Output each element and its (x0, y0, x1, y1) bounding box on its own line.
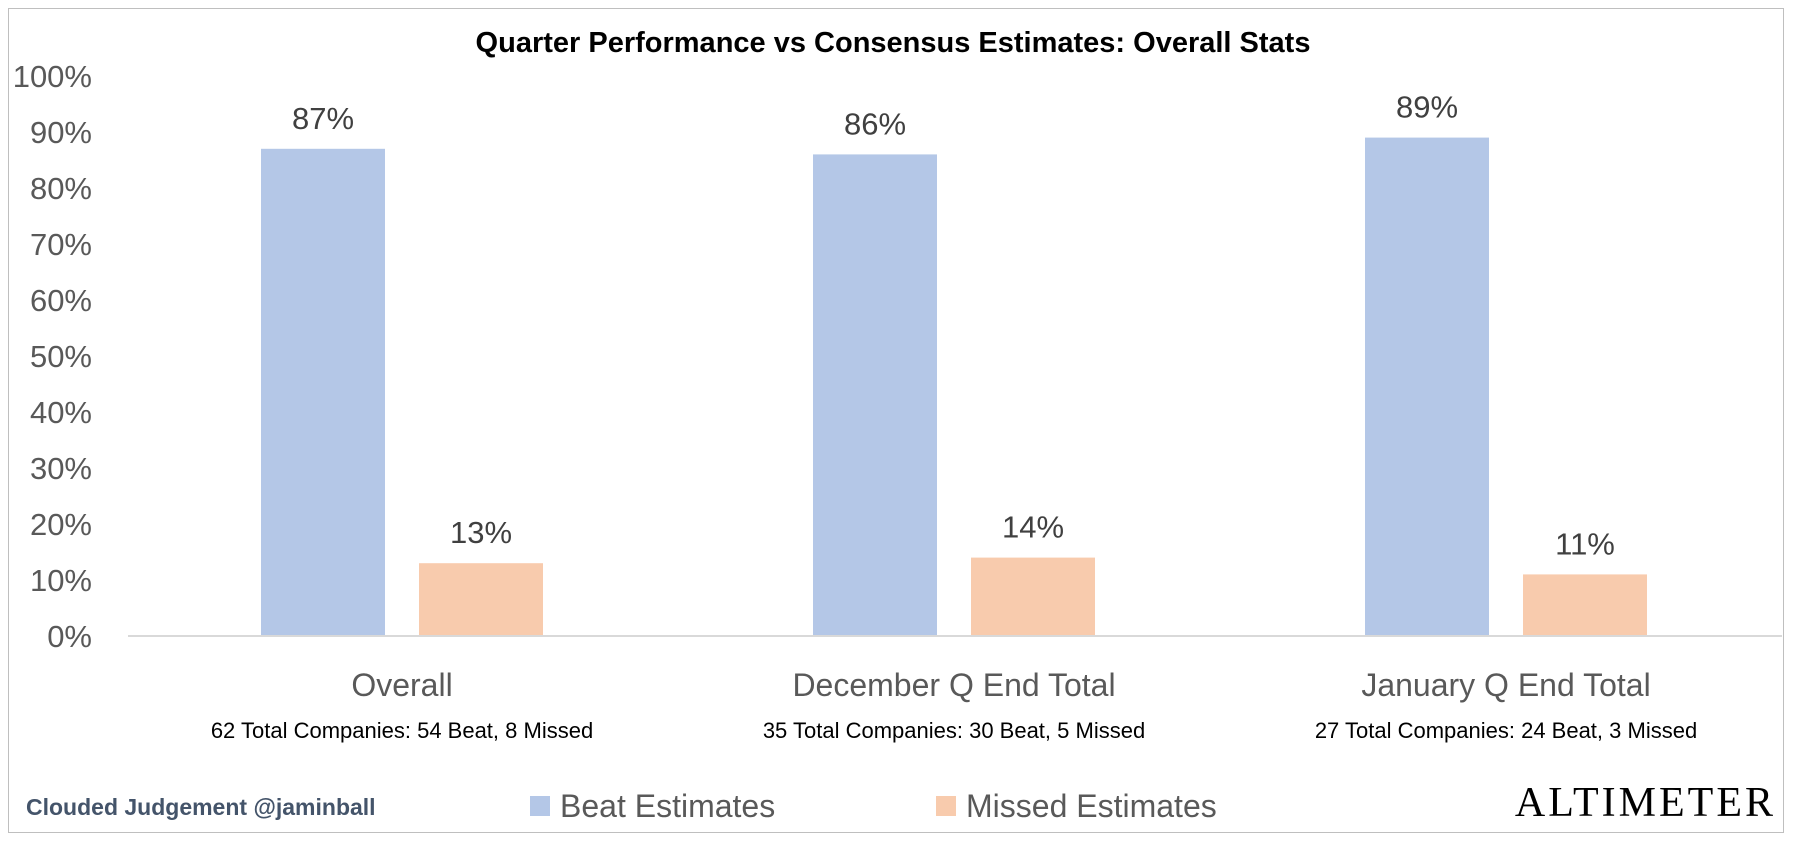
bar-beat (813, 154, 937, 636)
data-label: 86% (844, 106, 906, 141)
data-label: 13% (450, 515, 512, 550)
bars (261, 137, 1647, 637)
y-tick-label: 0% (47, 619, 92, 654)
category-labels: Overall 62 Total Companies: 54 Beat, 8 Mi… (211, 667, 1697, 743)
legend-label: Missed Estimates (966, 788, 1217, 824)
category-label: December Q End Total (792, 667, 1115, 703)
category-label: January Q End Total (1361, 667, 1650, 703)
bar-missed (971, 557, 1095, 636)
legend: Beat Estimates Missed Estimates (530, 788, 1217, 824)
bar-beat (261, 148, 385, 637)
brand-logo: ALTIMETER (1515, 780, 1776, 826)
bar-missed (1523, 574, 1647, 636)
y-tick-label: 10% (30, 563, 92, 598)
category-subtitle: 27 Total Companies: 24 Beat, 3 Missed (1315, 718, 1697, 743)
y-tick-label: 30% (30, 451, 92, 486)
category-label: Overall (351, 667, 452, 703)
credit-text: Clouded Judgement @jaminball (26, 794, 376, 820)
legend-swatch (530, 796, 550, 816)
category-subtitle: 35 Total Companies: 30 Beat, 5 Missed (763, 718, 1145, 743)
y-tick-label: 50% (30, 339, 92, 374)
data-label: 14% (1002, 510, 1064, 545)
y-tick-label: 40% (30, 395, 92, 430)
bar-beat (1365, 137, 1489, 636)
y-tick-label: 80% (30, 171, 92, 206)
legend-swatch (936, 796, 956, 816)
category-subtitle: 62 Total Companies: 54 Beat, 8 Missed (211, 718, 593, 743)
data-label: 11% (1555, 526, 1615, 561)
y-tick-label: 100% (13, 59, 92, 94)
data-label: 89% (1396, 90, 1458, 125)
chart-title: Quarter Performance vs Consensus Estimat… (476, 27, 1311, 59)
y-axis: 0% 10% 20% 30% 40% 50% 60% 70% 80% 90% 100% (13, 59, 92, 654)
y-tick-label: 60% (30, 283, 92, 318)
data-label: 87% (292, 101, 354, 136)
y-tick-label: 20% (30, 507, 92, 542)
y-tick-label: 70% (30, 227, 92, 262)
legend-label: Beat Estimates (560, 788, 775, 824)
data-labels: 87% 13% 86% 14% 89% 11% (292, 90, 1615, 562)
bar-missed (419, 563, 543, 636)
y-tick-label: 90% (30, 115, 92, 150)
